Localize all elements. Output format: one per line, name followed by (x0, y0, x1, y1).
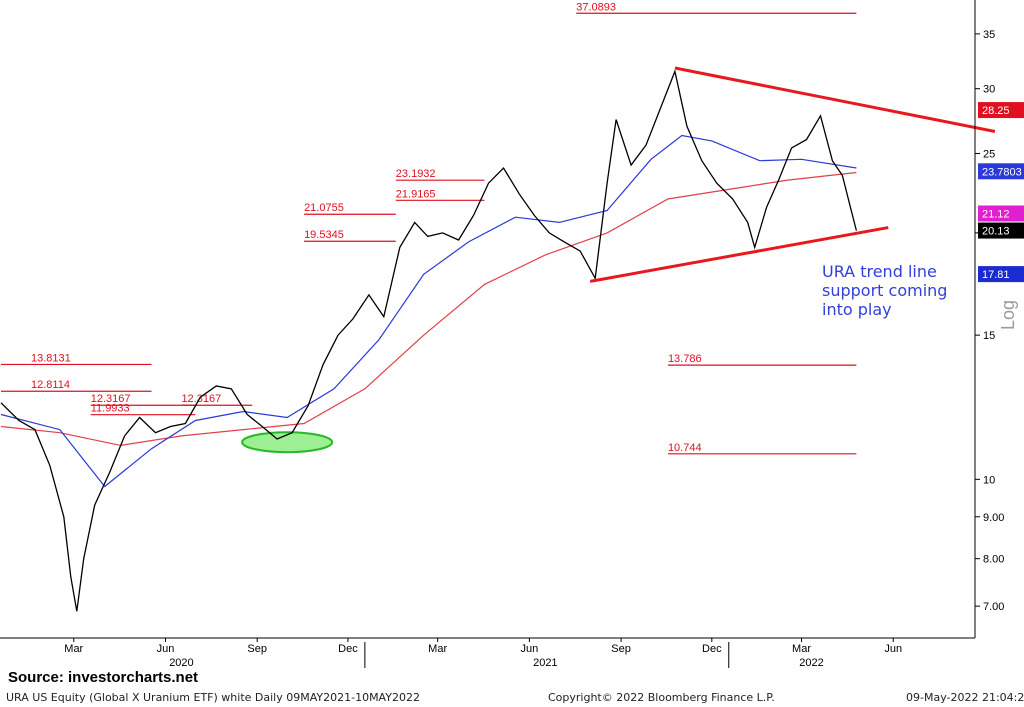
price-tag-label: 23.7803 (982, 166, 1022, 178)
level-label: 13.786 (668, 353, 702, 365)
footer-security-info: URA US Equity (Global X Uranium ETF) whi… (6, 691, 420, 704)
support-zone-ellipse (241, 431, 334, 454)
level-label: 37.0893 (576, 1, 616, 13)
price-tag-label: 17.81 (982, 269, 1010, 281)
x-tick-label: Sep (247, 643, 267, 655)
x-tick-label: Dec (338, 643, 358, 655)
price-tag-box (978, 102, 1024, 119)
price-tag-box (978, 266, 1024, 283)
y-tick-label: 30 (983, 84, 995, 96)
annotation-line-1: URA trend line (822, 262, 937, 281)
x-year-label: 2020 (169, 657, 193, 669)
level-label: 12.3167 (181, 393, 221, 405)
x-year-label: 2021 (533, 657, 557, 669)
x-tick-label: Dec (702, 643, 722, 655)
x-tick-label: Sep (611, 643, 631, 655)
level-lines: 37.0893 23.1932 21.9165 21.0755 19.5345 13.81… (0, 1, 857, 455)
price-tag-box (978, 222, 1024, 239)
y-tick-label: 7.00 (983, 601, 1004, 613)
trend-line (589, 226, 889, 283)
x-year-label: 2022 (799, 657, 823, 669)
log-scale-label: Log (998, 299, 1018, 330)
moving-averages (0, 134, 857, 488)
footer-timestamp: 09-May-2022 21:04:28 (906, 691, 1024, 704)
x-tick-label: Jun (157, 643, 175, 655)
price-tag-label: 21.12 (982, 208, 1010, 220)
level-label: 12.8114 (31, 379, 70, 391)
ma-fast-line (0, 134, 857, 488)
y-tick-label: 8.00 (983, 554, 1004, 566)
price-tag-box (978, 163, 1024, 180)
trend-line (674, 66, 996, 133)
trendline-annotation: URA trend line support coming into play (822, 262, 972, 319)
level-label: 19.5345 (304, 229, 344, 241)
x-tick-label: Jun (884, 643, 902, 655)
level-label: 13.8131 (31, 352, 71, 364)
footer-copyright: Copyright© 2022 Bloomberg Finance L.P. (548, 691, 775, 704)
level-label: 21.0755 (304, 202, 344, 214)
y-tick-label: 25 (983, 149, 995, 161)
y-tick-label: 15 (983, 330, 995, 342)
level-label: 10.744 (668, 442, 702, 454)
level-label: 11.9933 (91, 403, 130, 415)
y-tick-label: 35 (983, 29, 995, 41)
x-tick-label: Mar (64, 643, 83, 655)
source-label: Source: investorcharts.net (8, 669, 199, 686)
support-ellipse (241, 431, 334, 454)
y-tick-label: 10 (983, 474, 995, 486)
x-tick-label: Jun (520, 643, 538, 655)
x-tick-label: Mar (428, 643, 447, 655)
price-series (0, 69, 858, 612)
axes: 7.008.009.00101520253035MarJunSepDecMarJ… (0, 0, 1004, 669)
price-tag-label: 28.25 (982, 105, 1010, 117)
annotation-line-3: into play (822, 300, 892, 319)
price-tags: 28.25 23.7803 21.12 20.13 17.81 (978, 102, 1024, 283)
ma-slow-line (0, 171, 857, 447)
trend-lines (589, 66, 996, 283)
x-tick-label: Mar (792, 643, 811, 655)
level-label: 23.1932 (396, 168, 436, 180)
y-tick-label: 9.00 (983, 512, 1004, 524)
price-line (0, 69, 858, 612)
price-tag-box (978, 205, 1024, 222)
price-tag-label: 20.13 (982, 226, 1010, 238)
annotation-line-2: support coming (822, 281, 948, 300)
level-label: 12.3167 (91, 393, 131, 405)
level-label: 21.9165 (396, 188, 436, 200)
